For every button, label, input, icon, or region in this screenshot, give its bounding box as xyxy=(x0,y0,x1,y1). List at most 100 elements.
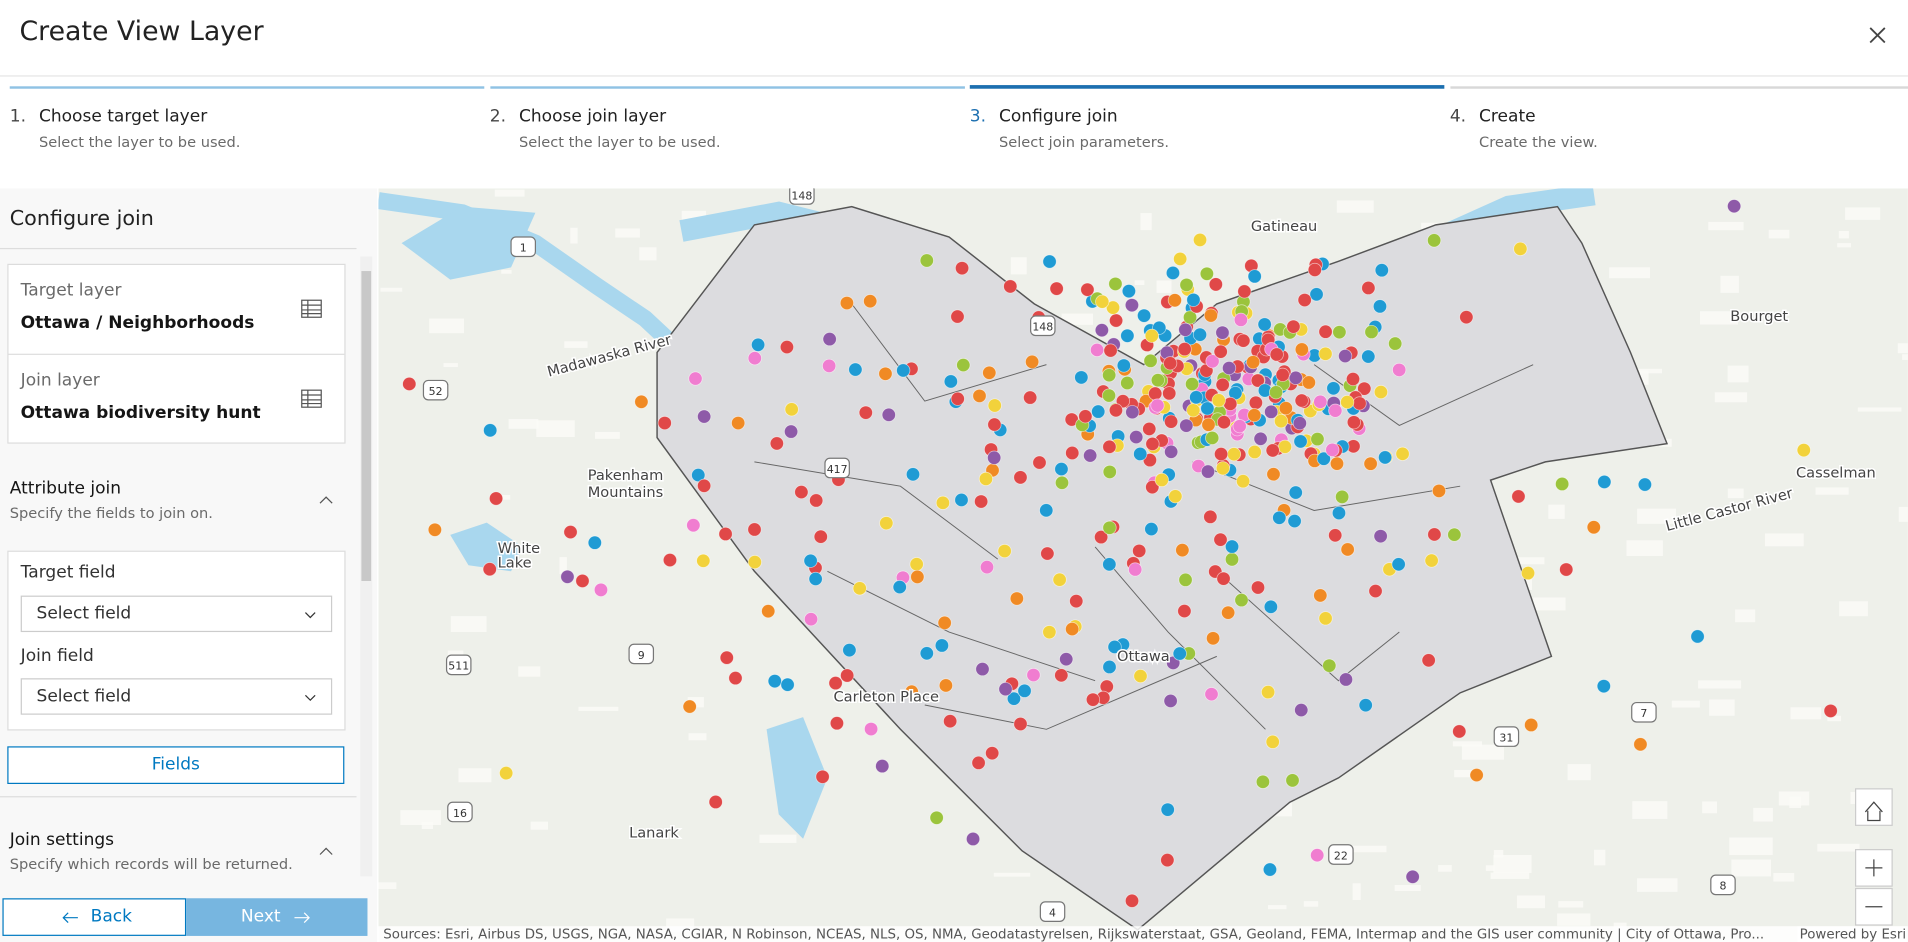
map-point xyxy=(1277,439,1293,454)
map-point xyxy=(1340,395,1355,410)
terrain-patch xyxy=(421,821,434,830)
map-point xyxy=(1215,377,1230,392)
route-shield: 9 xyxy=(628,643,655,665)
back-button[interactable]: Back xyxy=(2,898,187,936)
terrain-patch xyxy=(380,287,403,292)
close-button[interactable] xyxy=(1867,24,1889,46)
map-point xyxy=(1078,409,1093,424)
map-point xyxy=(1294,702,1309,718)
terrain-patch xyxy=(1516,895,1546,909)
map-point xyxy=(1358,698,1373,713)
map-point xyxy=(1213,532,1228,547)
map-point xyxy=(1083,448,1098,463)
map-point xyxy=(1272,510,1287,525)
terrain-patch xyxy=(639,247,657,261)
terrain-patch xyxy=(1837,243,1852,248)
terrain-patch xyxy=(1493,854,1532,874)
map-point xyxy=(1318,324,1333,339)
map-point xyxy=(1145,480,1160,495)
fields-button[interactable]: Fields xyxy=(7,746,345,784)
map-point xyxy=(1216,571,1231,586)
map-point xyxy=(1091,404,1106,419)
map-point xyxy=(728,671,743,686)
terrain-patch xyxy=(400,810,441,826)
map-point xyxy=(985,746,1000,761)
terrain-patch xyxy=(1134,280,1145,286)
map-point xyxy=(560,569,575,584)
shield-box xyxy=(628,643,655,665)
map-point xyxy=(1690,629,1705,644)
map-point xyxy=(1163,693,1178,708)
map-point xyxy=(1392,362,1407,377)
target-layer-label: Target layer xyxy=(20,280,122,301)
section-subtitle: Specify which records will be returned. xyxy=(9,855,293,873)
map-point xyxy=(1427,233,1442,248)
map-point xyxy=(1332,325,1347,340)
map-point xyxy=(662,553,678,568)
terrain-patch xyxy=(1490,872,1530,879)
map-point xyxy=(839,295,854,311)
map-point xyxy=(697,478,712,493)
map-point xyxy=(1128,562,1143,577)
map-point xyxy=(1257,317,1272,332)
shield-box xyxy=(1493,726,1520,747)
collapse-button[interactable] xyxy=(319,495,334,507)
map-point xyxy=(1186,292,1201,307)
next-button[interactable]: Next xyxy=(186,898,368,936)
collapse-button[interactable] xyxy=(319,846,334,858)
terrain-patch xyxy=(1512,557,1545,565)
map-point xyxy=(1145,436,1160,451)
map-point xyxy=(1331,505,1347,521)
map-point xyxy=(1148,386,1163,401)
map-point xyxy=(1095,294,1110,309)
map-point xyxy=(919,253,934,268)
map-point xyxy=(1224,552,1240,567)
map-point xyxy=(1109,313,1124,328)
map-point xyxy=(1107,639,1122,654)
terrain-patch xyxy=(443,363,458,368)
map-point xyxy=(489,491,504,506)
map-point xyxy=(1265,734,1280,749)
map-point xyxy=(1265,443,1280,458)
map-point xyxy=(1144,328,1159,343)
shield-box xyxy=(789,188,815,205)
map-point xyxy=(1065,445,1080,461)
step-title[interactable]: Create xyxy=(1479,106,1536,127)
scrollbar[interactable] xyxy=(360,256,373,877)
arrow-icon xyxy=(62,912,78,923)
terrain-patch xyxy=(1140,213,1152,231)
map-point xyxy=(803,553,818,568)
step-title[interactable]: Choose join layer xyxy=(518,106,667,127)
map-point xyxy=(1633,737,1648,752)
map-point xyxy=(1318,611,1333,626)
target-field-select[interactable]: Select field xyxy=(20,595,333,633)
map-point xyxy=(1094,530,1109,545)
terrain-patch xyxy=(993,872,1031,877)
step-subtitle: Select the layer to be used. xyxy=(38,133,241,151)
map-point xyxy=(1447,527,1462,542)
step-bar xyxy=(489,86,965,89)
map-point xyxy=(971,755,986,770)
step-title[interactable]: Configure join xyxy=(998,106,1118,127)
map-point xyxy=(402,376,417,392)
map-point xyxy=(1322,658,1337,673)
map-point xyxy=(1215,461,1230,476)
map-point xyxy=(1009,591,1024,606)
map-point xyxy=(587,535,602,550)
map-point xyxy=(1273,414,1289,429)
map-point xyxy=(1094,323,1109,338)
select-text: Select field xyxy=(36,686,132,707)
map-point xyxy=(686,518,701,533)
step-title[interactable]: Choose target layer xyxy=(38,106,208,127)
arrow-icon xyxy=(294,912,310,923)
table-icon[interactable] xyxy=(301,299,323,318)
map-point xyxy=(1328,403,1343,418)
map-point xyxy=(1357,381,1372,396)
terrain-patch xyxy=(1626,540,1663,557)
table-icon[interactable] xyxy=(301,389,323,408)
join-field-select[interactable]: Select field xyxy=(20,678,333,715)
home-button[interactable] xyxy=(1855,788,1893,826)
map-point xyxy=(892,579,907,595)
